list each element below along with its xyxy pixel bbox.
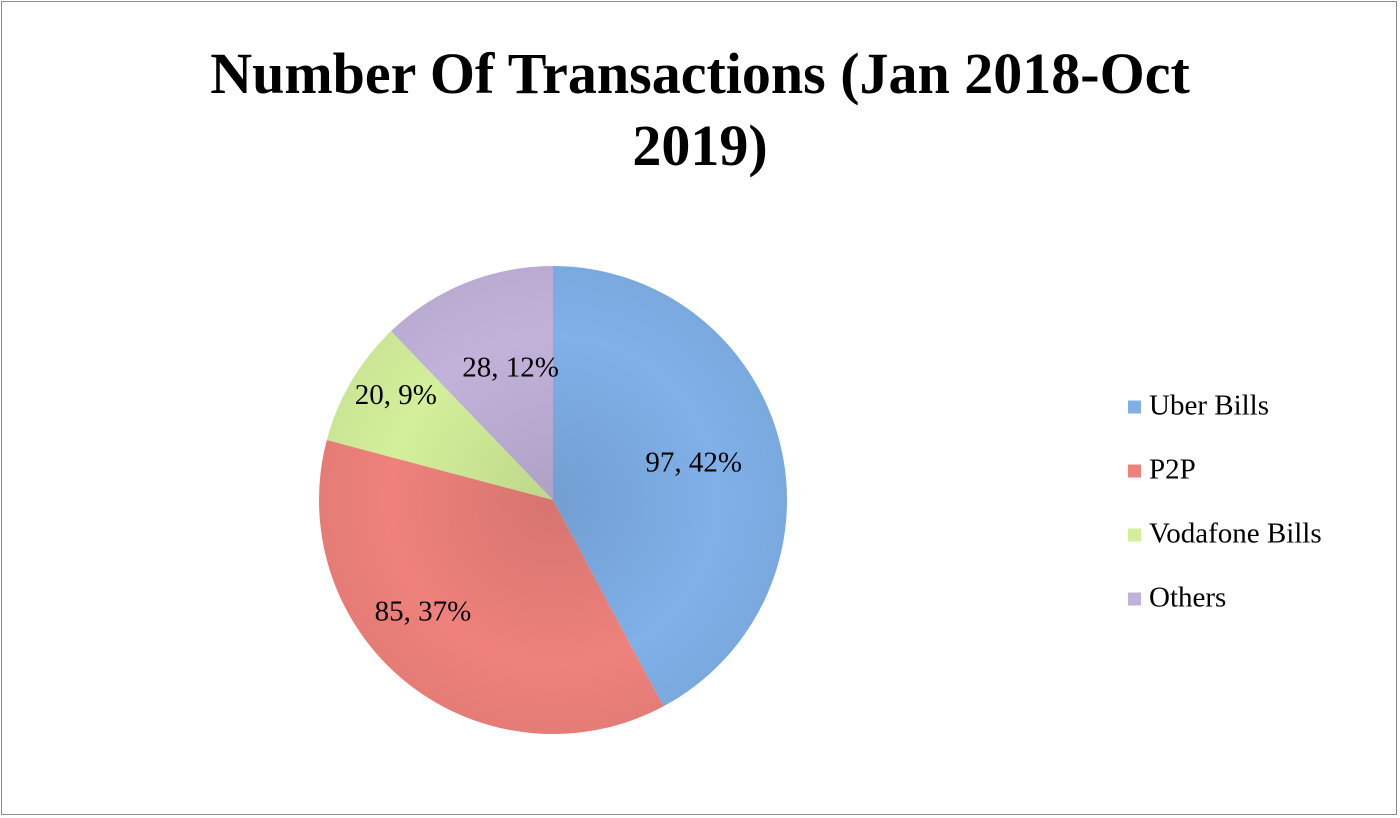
legend-label: Vodafone Bills bbox=[1149, 518, 1322, 550]
chart-title: Number Of Transactions (Jan 2018-Oct 201… bbox=[0, 38, 1400, 182]
legend-label: Uber Bills bbox=[1149, 390, 1269, 422]
legend-swatch bbox=[1128, 464, 1141, 478]
pie-slices bbox=[319, 266, 788, 735]
slice-label-p2p: 85, 37% bbox=[375, 595, 472, 627]
legend: Uber Bills P2P Vodafone Bills Others bbox=[1128, 390, 1322, 614]
slice-label-uber-bills: 97, 42% bbox=[645, 446, 742, 478]
slice-label-vodafone-bills: 20, 9% bbox=[355, 379, 437, 411]
legend-swatch bbox=[1128, 592, 1141, 606]
legend-item-uber-bills: Uber Bills bbox=[1128, 390, 1269, 422]
legend-swatch bbox=[1128, 400, 1141, 414]
legend-item-vodafone-bills: Vodafone Bills bbox=[1128, 518, 1322, 550]
legend-label: Others bbox=[1149, 582, 1226, 614]
chart-title-line-1: Number Of Transactions (Jan 2018-Oct bbox=[210, 41, 1190, 106]
slice-label-others: 28, 12% bbox=[462, 351, 559, 383]
legend-swatch bbox=[1128, 528, 1141, 542]
legend-item-p2p: P2P bbox=[1128, 454, 1196, 486]
chart-title-line-2: 2019) bbox=[632, 113, 768, 178]
pie-shading bbox=[319, 266, 787, 734]
legend-label: P2P bbox=[1149, 454, 1196, 486]
pie-slice-labels: 97, 42% 85, 37% 20, 9% 28, 12% bbox=[355, 351, 742, 627]
legend-item-others: Others bbox=[1128, 582, 1226, 614]
